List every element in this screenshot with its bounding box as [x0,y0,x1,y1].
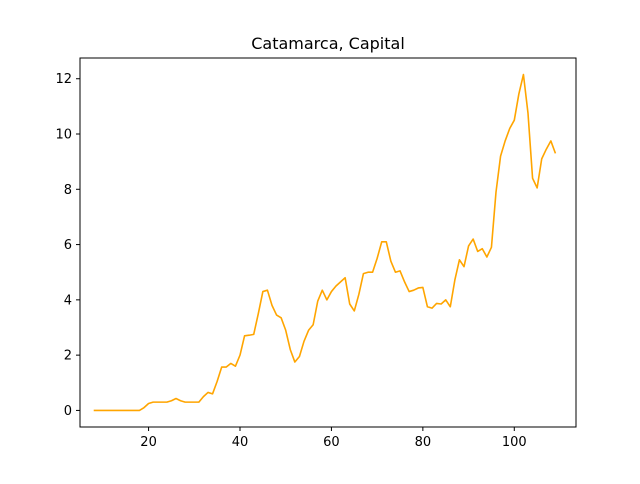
x-tick-label: 100 [502,435,527,450]
x-tick-label: 60 [323,435,340,450]
y-tick-label: 6 [64,238,72,253]
x-tick-label: 40 [232,435,249,450]
x-tick-label: 80 [415,435,432,450]
y-tick-label: 12 [55,72,72,87]
x-tick-label: 20 [140,435,157,450]
y-tick-label: 2 [64,349,72,364]
plot-area [93,73,557,412]
y-tick-label: 10 [55,128,72,143]
y-axis: 0 2 4 6 8 10 12 [55,72,80,419]
series-line [93,73,557,412]
x-axis: 20 40 60 80 100 [140,427,527,450]
y-tick-label: 8 [64,183,72,198]
y-tick-label: 0 [64,404,72,419]
plot-frame [79,57,577,428]
chart-title: Catamarca, Capital [251,34,405,53]
y-tick-label: 4 [64,293,72,308]
